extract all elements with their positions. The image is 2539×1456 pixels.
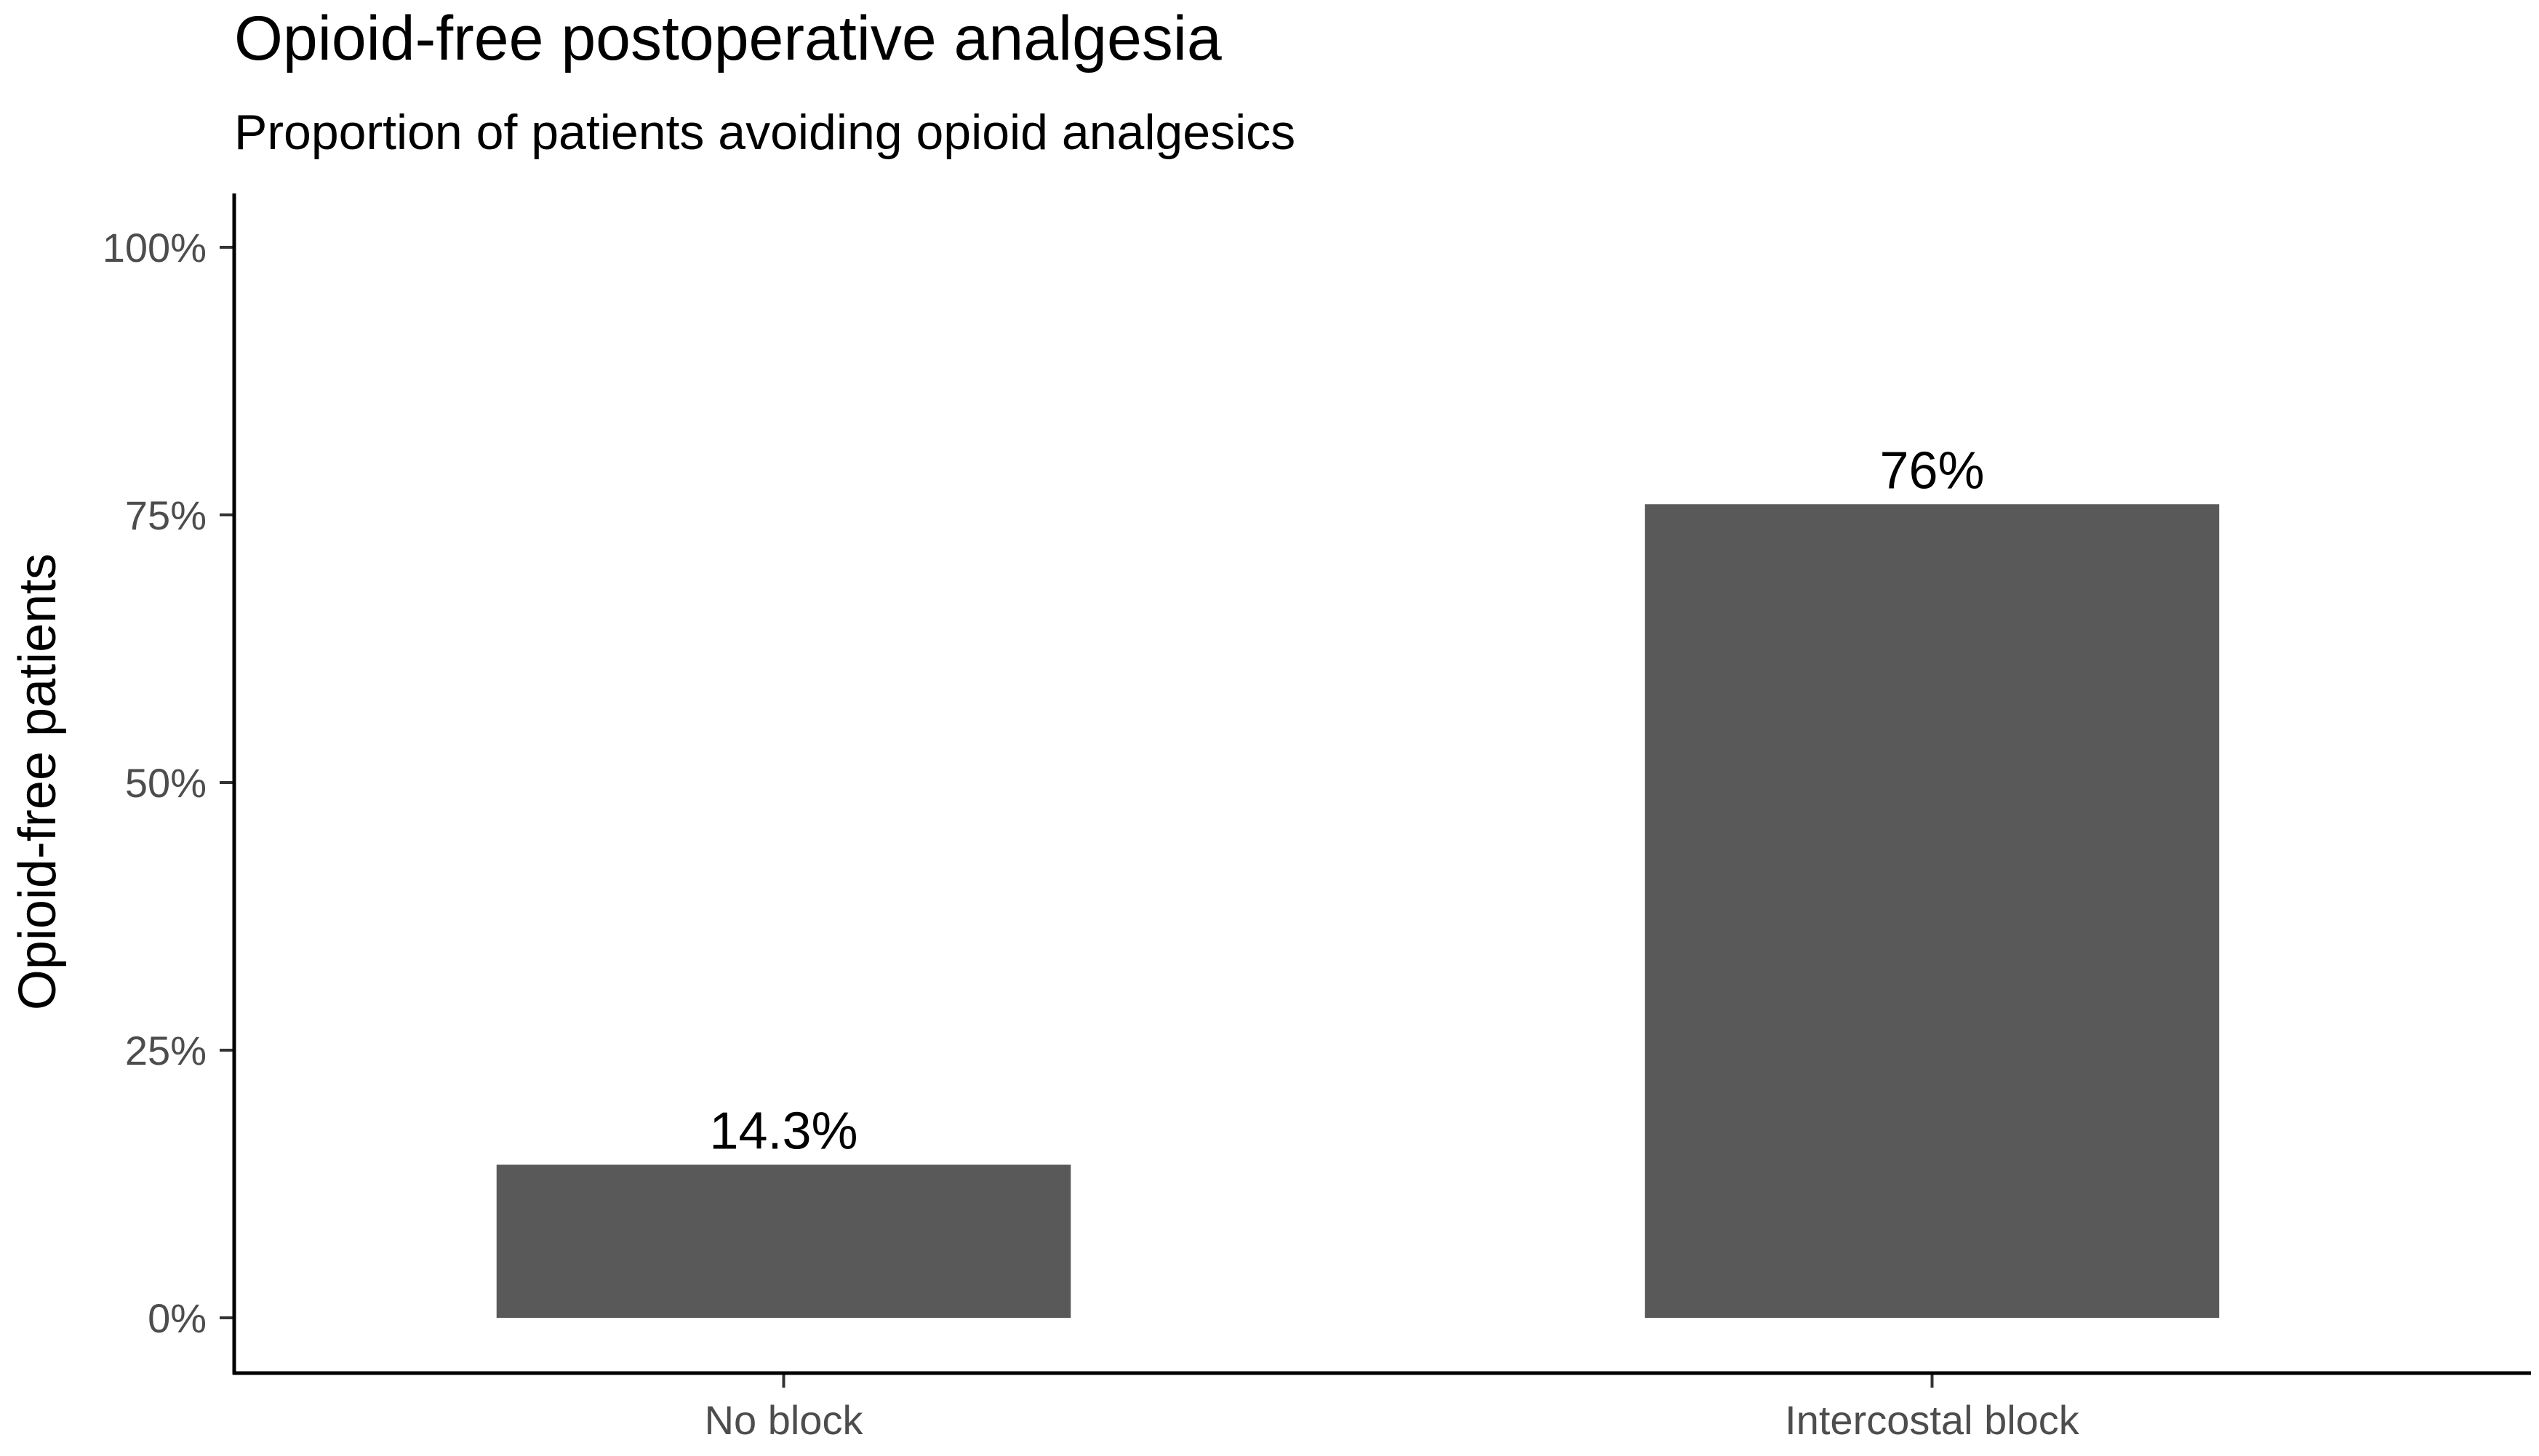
bar-value-label-1: 76% <box>1879 441 1984 500</box>
y-axis-label: Opioid-free patients <box>9 553 67 1010</box>
bar-1 <box>1644 504 2220 1318</box>
x-tick-label-0: No block <box>705 1397 864 1443</box>
x-axis-ticks: No block Intercostal block <box>705 1373 2080 1443</box>
chart-title: Opioid-free postoperative analgesia <box>234 4 1222 73</box>
y-tick-label-0: 0% <box>148 1295 207 1341</box>
y-tick-label-1: 25% <box>125 1028 207 1073</box>
data-labels-group: 14.3% 76% <box>709 441 1984 1160</box>
bar-value-label-0: 14.3% <box>709 1103 857 1161</box>
x-tick-label-1: Intercostal block <box>1785 1397 2080 1443</box>
chart-subtitle: Proportion of patients avoiding opioid a… <box>234 105 1295 160</box>
y-axis-ticks: 0% 25% 50% 75% 100% <box>103 225 234 1341</box>
y-tick-label-4: 100% <box>103 225 207 271</box>
y-tick-label-3: 75% <box>125 492 207 538</box>
bars-group <box>496 504 2220 1318</box>
bar-0 <box>496 1164 1071 1318</box>
y-tick-label-2: 50% <box>125 760 207 806</box>
